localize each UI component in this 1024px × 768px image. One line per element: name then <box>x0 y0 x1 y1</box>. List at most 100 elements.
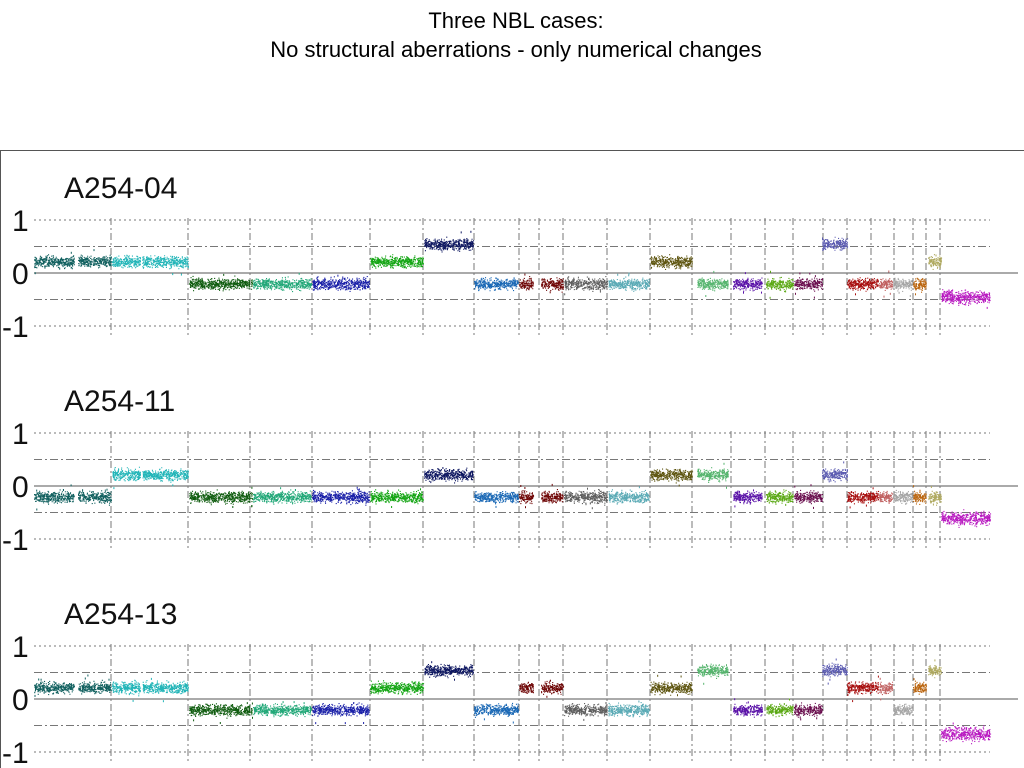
data-points <box>650 468 694 484</box>
segment-1 <box>34 678 75 697</box>
data-point <box>822 247 824 250</box>
data-points <box>424 467 475 484</box>
data-point <box>559 685 561 688</box>
data-points <box>733 702 763 718</box>
data-point <box>454 678 455 681</box>
data-point <box>810 484 812 487</box>
segment-24 <box>879 677 894 701</box>
data-point <box>932 263 934 266</box>
segment-13 <box>541 483 564 504</box>
data-point <box>584 286 586 289</box>
data-point <box>913 678 915 681</box>
data-point <box>252 716 253 719</box>
data-point <box>880 698 882 701</box>
data-point <box>587 487 588 490</box>
segment-17 <box>697 462 730 489</box>
data-point <box>70 484 72 487</box>
data-points <box>928 490 942 506</box>
data-points <box>733 490 763 505</box>
segment-14 <box>564 487 609 510</box>
data-points <box>879 278 893 291</box>
data-points <box>474 491 519 504</box>
data-point <box>798 714 800 716</box>
data-points <box>253 276 313 293</box>
data-points <box>424 663 474 679</box>
segment-21 <box>806 702 824 720</box>
data-point <box>601 707 603 710</box>
segment-18 <box>733 489 763 508</box>
data-point <box>734 505 736 508</box>
data-points <box>913 277 927 293</box>
data-point <box>36 489 38 492</box>
data-point <box>251 279 253 282</box>
data-point <box>932 503 934 506</box>
data-points <box>112 466 141 482</box>
panel-2: A254-11 1 0 -1 <box>2 385 1018 557</box>
data-point <box>110 256 112 259</box>
panel-title: A254-04 <box>64 172 177 205</box>
data-points <box>847 490 880 505</box>
data-points <box>766 489 794 505</box>
segment-1 <box>34 484 75 511</box>
data-point <box>697 468 699 471</box>
segment-26 <box>913 485 927 505</box>
segment-6 <box>251 702 253 719</box>
segment-7 <box>253 701 312 718</box>
data-point <box>883 295 885 298</box>
data-point <box>282 701 284 704</box>
segment-3 <box>112 679 142 702</box>
data-point <box>877 278 879 281</box>
data-point <box>356 277 358 280</box>
data-point <box>232 506 234 508</box>
data-points <box>794 489 807 504</box>
data-point <box>453 248 455 251</box>
data-point <box>807 707 809 710</box>
data-points <box>189 275 251 292</box>
data-point <box>789 698 790 701</box>
data-point <box>679 260 681 263</box>
segment-11 <box>474 702 520 724</box>
data-point <box>894 494 896 497</box>
segment-3 <box>112 466 141 490</box>
data-point <box>558 280 560 283</box>
data-point <box>829 678 831 681</box>
segment-15 <box>608 486 650 505</box>
data-point <box>816 717 818 720</box>
data-point <box>799 272 801 275</box>
segment-2 <box>78 488 112 506</box>
data-points <box>34 254 75 270</box>
data-point <box>281 279 283 282</box>
data-point <box>193 719 195 722</box>
data-point <box>108 260 110 263</box>
data-point <box>176 691 178 694</box>
data-point <box>795 292 796 295</box>
segment-13 <box>541 277 564 294</box>
data-points <box>189 703 251 719</box>
data-points <box>34 680 75 696</box>
data-point <box>93 249 95 252</box>
segment-20 <box>794 702 806 721</box>
data-point <box>135 261 137 263</box>
data-point <box>726 486 727 489</box>
data-point <box>888 502 890 504</box>
data-point <box>809 272 811 275</box>
data-point <box>884 495 886 498</box>
data-point <box>723 462 725 465</box>
segment-8 <box>312 702 370 725</box>
segment-4 <box>142 677 189 703</box>
data-point <box>470 230 472 233</box>
data-point <box>877 675 879 678</box>
data-point <box>813 296 815 299</box>
data-point <box>337 274 339 277</box>
data-points <box>112 679 142 697</box>
y-tick-label: 1 <box>12 418 29 451</box>
data-points <box>822 662 848 678</box>
data-points <box>541 489 564 504</box>
data-point <box>124 260 126 263</box>
data-point <box>800 718 802 721</box>
segment-22 <box>822 658 848 685</box>
data-points <box>564 276 608 292</box>
data-point <box>36 508 38 511</box>
data-point <box>638 486 640 489</box>
segment-26 <box>913 277 927 296</box>
